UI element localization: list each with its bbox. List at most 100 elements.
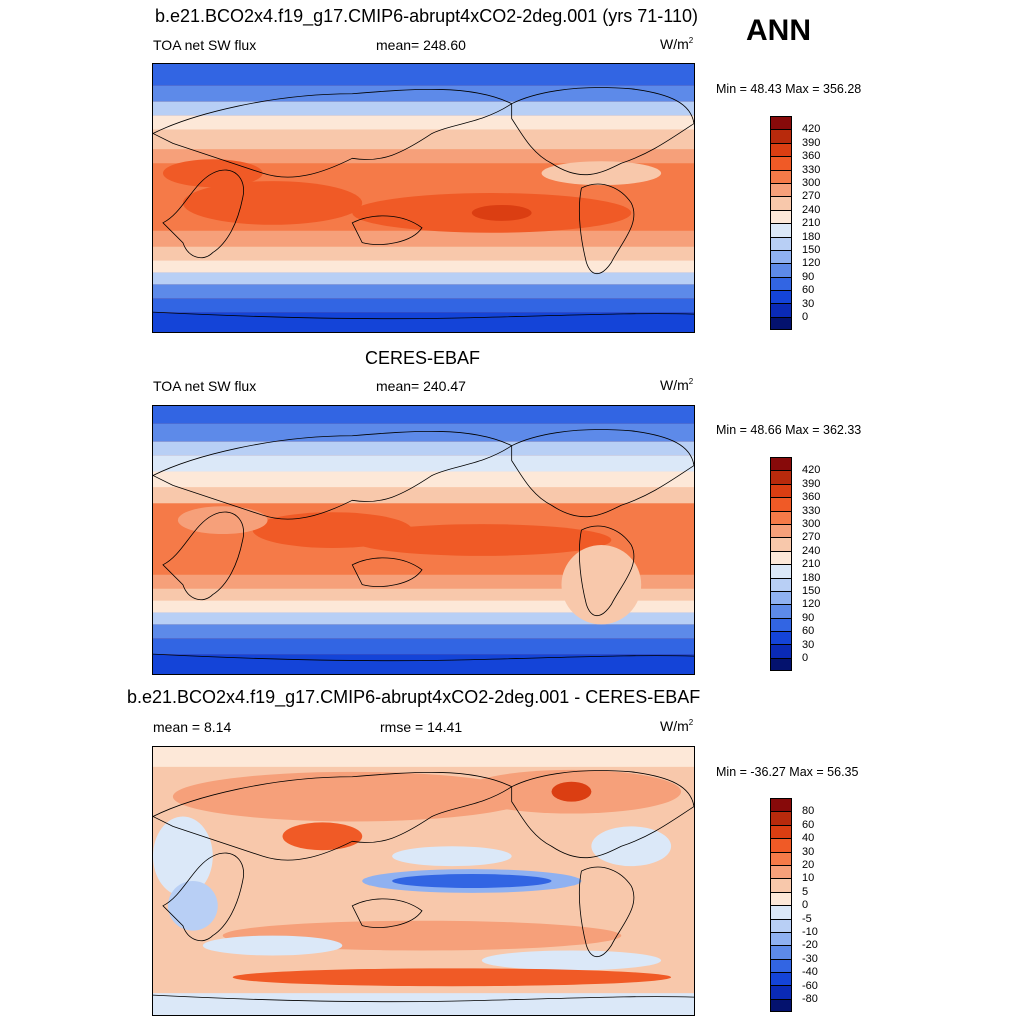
colorbar-swatch bbox=[770, 657, 792, 672]
colorbar-swatch bbox=[770, 604, 792, 618]
colorbar-swatch bbox=[770, 223, 792, 237]
colorbar-swatch bbox=[770, 236, 792, 250]
panel2-title: CERES-EBAF bbox=[365, 348, 481, 368]
colorbar-swatch bbox=[770, 290, 792, 304]
colorbar-tick-label: 120 bbox=[802, 598, 821, 611]
colorbar-tick-label: 240 bbox=[802, 203, 821, 216]
colorbar-tick-label: -40 bbox=[802, 966, 818, 979]
panel1-units: W/m2 bbox=[660, 36, 694, 52]
colorbar-swatch bbox=[770, 564, 792, 578]
panel2-units: W/m2 bbox=[660, 377, 694, 393]
panel1-map bbox=[152, 63, 695, 333]
colorbar-swatch bbox=[770, 196, 792, 210]
panel3-title: b.e21.BCO2x4.f19_g17.CMIP6-abrupt4xCO2-2… bbox=[127, 687, 701, 707]
colorbar-tick-label: 120 bbox=[802, 257, 821, 270]
colorbar-swatch bbox=[770, 483, 792, 498]
colorbar-swatch bbox=[770, 510, 792, 524]
colorbar-swatch bbox=[770, 985, 792, 999]
colorbar-tick-label: 330 bbox=[802, 163, 821, 176]
panel3-map-svg bbox=[153, 747, 694, 1015]
colorbar-swatch bbox=[770, 129, 792, 143]
colorbar-tick-label: 270 bbox=[802, 531, 821, 544]
colorbar-tick-label: -60 bbox=[802, 979, 818, 992]
panel2-variable-label: TOA net SW flux bbox=[153, 378, 257, 394]
colorbar-swatch bbox=[770, 918, 792, 932]
colorbar-tick-label: 0 bbox=[802, 311, 809, 323]
season-label: ANN bbox=[746, 14, 811, 47]
colorbar-tick-label: 270 bbox=[802, 190, 821, 203]
colorbar-tick-label: 90 bbox=[802, 270, 815, 283]
colorbar-tick-label: 180 bbox=[802, 571, 821, 584]
colorbar-tick-label: 150 bbox=[802, 585, 821, 597]
colorbar-tick-label: 30 bbox=[802, 845, 815, 858]
colorbar-tick-label: 390 bbox=[802, 136, 821, 149]
colorbar-tick-label: 300 bbox=[802, 177, 821, 189]
colorbar-swatch bbox=[770, 303, 792, 317]
colorbar-swatch bbox=[770, 142, 792, 157]
colorbar-swatch bbox=[770, 998, 792, 1013]
colorbar-tick-label: 90 bbox=[802, 611, 815, 624]
panel1-title: b.e21.BCO2x4.f19_g17.CMIP6-abrupt4xCO2-2… bbox=[155, 6, 698, 26]
colorbar-swatch bbox=[770, 972, 792, 986]
colorbar-tick-label: 150 bbox=[802, 244, 821, 256]
colorbar-swatch bbox=[770, 497, 792, 511]
colorbar-tick-label: -10 bbox=[802, 926, 818, 938]
colorbar-tick-label: -30 bbox=[802, 952, 818, 965]
colorbar-swatch bbox=[770, 169, 792, 183]
colorbar-swatch bbox=[770, 537, 792, 551]
colorbar-swatch bbox=[770, 523, 792, 538]
colorbar-swatch bbox=[770, 470, 792, 484]
colorbar-swatch bbox=[770, 945, 792, 959]
colorbar-tick-label: 180 bbox=[802, 230, 821, 243]
colorbar-swatch bbox=[770, 631, 792, 645]
colorbar-tick-label: 210 bbox=[802, 217, 821, 230]
panel2-mean-label: mean= 240.47 bbox=[376, 378, 466, 394]
colorbar-swatch bbox=[770, 878, 792, 892]
colorbar-swatch bbox=[770, 838, 792, 852]
colorbar-swatch bbox=[770, 263, 792, 277]
colorbar-tick-label: 10 bbox=[802, 872, 815, 885]
colorbar-swatch bbox=[770, 824, 792, 839]
panel3-map bbox=[152, 746, 695, 1016]
panel1-minmax: Min = 48.43 Max = 356.28 bbox=[716, 82, 862, 96]
colorbar-swatch bbox=[770, 811, 792, 825]
colorbar-swatch bbox=[770, 958, 792, 973]
panel3-rmse-label: rmse = 14.41 bbox=[380, 719, 463, 735]
colorbar-tick-label: 5 bbox=[802, 885, 809, 898]
colorbar-tick-label: 360 bbox=[802, 150, 821, 163]
colorbar-swatch bbox=[770, 864, 792, 879]
panel3-colorbar bbox=[770, 798, 792, 1013]
colorbar-tick-label: -20 bbox=[802, 939, 818, 952]
colorbar-swatch bbox=[770, 182, 792, 197]
panel3-minmax: Min = -36.27 Max = 56.35 bbox=[716, 765, 859, 779]
colorbar-swatch bbox=[770, 931, 792, 946]
colorbar-tick-label: 300 bbox=[802, 518, 821, 530]
colorbar-tick-label: 40 bbox=[802, 832, 815, 845]
colorbar-tick-label: 330 bbox=[802, 504, 821, 517]
panel2-map-svg bbox=[153, 406, 694, 674]
colorbar-swatch bbox=[770, 644, 792, 658]
panel1-mean-label: mean= 248.60 bbox=[376, 37, 466, 53]
panel1-variable-label: TOA net SW flux bbox=[153, 37, 257, 53]
panel3-mean-label: mean = 8.14 bbox=[153, 719, 232, 735]
colorbar-tick-label: 20 bbox=[802, 859, 815, 871]
panel2-map bbox=[152, 405, 695, 675]
colorbar-tick-label: 60 bbox=[802, 625, 815, 638]
colorbar-tick-label: 0 bbox=[802, 899, 809, 912]
colorbar-swatch bbox=[770, 851, 792, 865]
colorbar-tick-label: -80 bbox=[802, 993, 818, 1005]
colorbar-swatch bbox=[770, 457, 792, 471]
colorbar-tick-label: 420 bbox=[802, 123, 821, 136]
colorbar-tick-label: 60 bbox=[802, 284, 815, 297]
colorbar-tick-label: -5 bbox=[802, 912, 812, 925]
colorbar-tick-label: 30 bbox=[802, 297, 815, 310]
panel2-minmax: Min = 48.66 Max = 362.33 bbox=[716, 423, 862, 437]
colorbar-swatch bbox=[770, 316, 792, 331]
colorbar-swatch bbox=[770, 905, 792, 919]
colorbar-tick-label: 210 bbox=[802, 558, 821, 571]
colorbar-swatch bbox=[770, 116, 792, 130]
panel1-colorbar bbox=[770, 116, 792, 331]
colorbar-swatch bbox=[770, 249, 792, 264]
colorbar-swatch bbox=[770, 891, 792, 906]
panel2-colorbar bbox=[770, 457, 792, 672]
